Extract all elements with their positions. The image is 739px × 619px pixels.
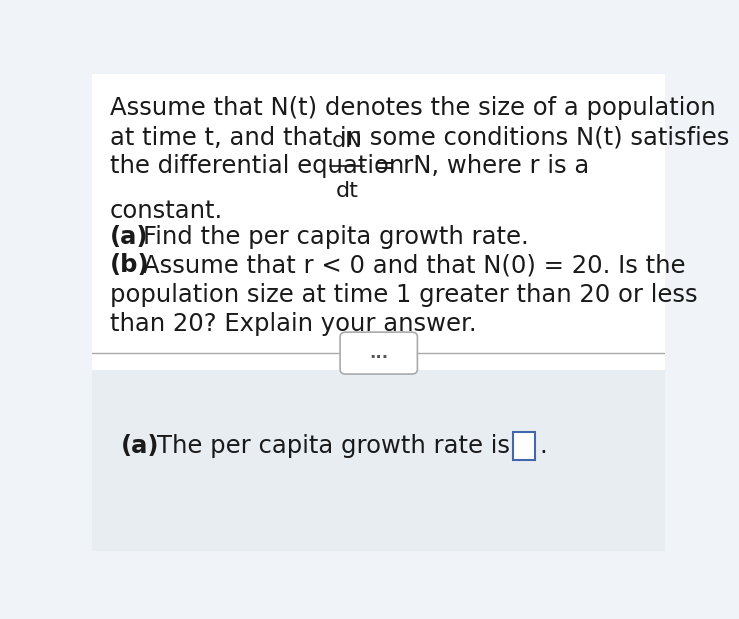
Text: population size at time 1 greater than 20 or less: population size at time 1 greater than 2… — [109, 282, 697, 306]
Text: Assume that N(t) denotes the size of a population: Assume that N(t) denotes the size of a p… — [109, 96, 715, 119]
Text: .: . — [539, 434, 547, 458]
Text: (a): (a) — [121, 434, 160, 458]
Text: = rN, where r is a: = rN, where r is a — [375, 154, 589, 178]
Text: Find the per capita growth rate.: Find the per capita growth rate. — [143, 225, 528, 249]
Text: constant.: constant. — [109, 199, 222, 223]
FancyBboxPatch shape — [340, 332, 418, 374]
Text: at time t, and that in some conditions N(t) satisfies: at time t, and that in some conditions N… — [109, 125, 729, 149]
FancyBboxPatch shape — [92, 74, 665, 370]
FancyBboxPatch shape — [92, 370, 665, 551]
FancyBboxPatch shape — [514, 432, 535, 460]
Text: ...: ... — [370, 344, 388, 362]
Text: Assume that r < 0 and that N(0) = 20. Is the: Assume that r < 0 and that N(0) = 20. Is… — [143, 254, 685, 277]
Text: The per capita growth rate is: The per capita growth rate is — [157, 434, 510, 458]
Text: (b): (b) — [109, 254, 149, 277]
Text: the differential equation: the differential equation — [109, 154, 403, 178]
Text: dN: dN — [332, 131, 363, 152]
Text: (a): (a) — [109, 225, 148, 249]
Text: than 20? Explain your answer.: than 20? Explain your answer. — [109, 311, 476, 335]
Text: dt: dt — [336, 181, 358, 201]
